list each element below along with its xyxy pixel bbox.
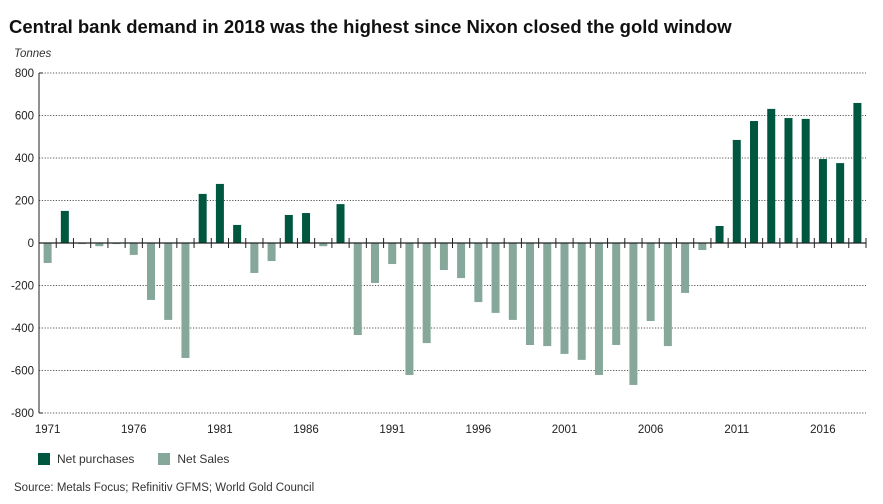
bar-1989: [353, 243, 362, 336]
legend-item-net-purchases: Net purchases: [38, 452, 134, 466]
bar-1971: [43, 243, 52, 263]
legend-swatch-net-purchases: [38, 453, 50, 465]
bar-1998: [508, 243, 517, 320]
bar-2007: [663, 243, 672, 347]
legend-item-net-sales: Net Sales: [158, 452, 229, 466]
bar-1987: [319, 243, 328, 247]
bar-1978: [164, 243, 173, 320]
bar-1991: [388, 243, 397, 265]
y-tick-label: -600: [11, 366, 34, 378]
legend: Net purchases Net Sales: [38, 452, 253, 466]
bar-1984: [267, 243, 276, 262]
axes: [38, 72, 867, 414]
bar-1976: [129, 243, 138, 255]
y-tick-label: 600: [15, 111, 34, 123]
x-axis-tick-labels: 1971 1976 1981 1986 1991 1996 2001 2006 2011 2016: [35, 424, 836, 436]
bar-2012: [750, 121, 759, 243]
x-tick-label: 2006: [638, 424, 664, 436]
bar-1972: [60, 210, 69, 243]
legend-swatch-net-sales: [158, 453, 171, 465]
bar-2008: [681, 243, 690, 293]
bar-2001: [560, 243, 569, 354]
bar-1977: [146, 243, 155, 300]
bar-2016: [818, 159, 827, 243]
x-tick-label: 1981: [207, 424, 233, 436]
bar-2000: [543, 243, 552, 347]
bar-2004: [612, 243, 621, 345]
bar-1990: [370, 243, 379, 283]
bar-1986: [302, 213, 311, 243]
bar-1982: [233, 224, 242, 243]
x-tick-label: 2016: [810, 424, 836, 436]
y-axis-unit-label: Tonnes: [14, 48, 52, 60]
y-tick-label: 200: [15, 196, 34, 208]
source-note: Source: Metals Focus; Refinitiv GFMS; Wo…: [14, 482, 315, 494]
x-tick-label: 1996: [466, 424, 492, 436]
bar-2014: [784, 118, 793, 243]
y-tick-label: 400: [15, 153, 34, 165]
bar-2006: [646, 243, 655, 321]
bar-2013: [767, 108, 776, 243]
bar-1988: [336, 204, 345, 243]
bar-1996: [474, 243, 483, 303]
bar-2018: [853, 102, 862, 244]
y-tick-label: 800: [15, 68, 34, 80]
x-tick-label: 1986: [293, 424, 319, 436]
bar-2011: [732, 139, 741, 243]
bar-1985: [284, 214, 293, 243]
y-tick-label: -200: [11, 281, 34, 293]
bar-2003: [594, 243, 603, 375]
y-tick-label: -400: [11, 323, 34, 335]
x-tick-label: 2001: [552, 424, 578, 436]
y-axis-tick-labels: 800 600 400 200 0 -200 -400 -600 -800: [11, 68, 34, 420]
bar-2005: [629, 243, 638, 385]
x-tick-label: 1976: [121, 424, 147, 436]
bar-2002: [577, 243, 586, 360]
bar-1981: [215, 183, 224, 243]
y-tick-label: -800: [11, 408, 34, 420]
bar-2017: [836, 163, 845, 243]
chart-title: Central bank demand in 2018 was the high…: [9, 16, 732, 37]
legend-label-net-purchases: Net purchases: [57, 452, 135, 466]
bar-1979: [181, 243, 190, 358]
x-tick-label: 1991: [379, 424, 405, 436]
bars: [43, 102, 862, 385]
bar-1994: [439, 243, 448, 270]
bar-2015: [801, 118, 810, 243]
bar-1993: [422, 243, 431, 344]
bar-2010: [715, 226, 724, 243]
bar-1980: [198, 193, 207, 243]
bar-1995: [457, 243, 466, 279]
bar-1983: [250, 243, 259, 273]
bar-1992: [405, 243, 414, 375]
y-tick-label: 0: [28, 238, 34, 250]
bar-1974: [95, 243, 104, 247]
bar-1997: [491, 243, 500, 313]
gridlines: [39, 72, 866, 414]
x-tick-label: 2011: [724, 424, 749, 436]
legend-label-net-sales: Net Sales: [177, 452, 230, 466]
bar-1999: [526, 243, 535, 345]
bar-2009: [698, 243, 707, 251]
x-tick-label: 1971: [35, 424, 61, 436]
